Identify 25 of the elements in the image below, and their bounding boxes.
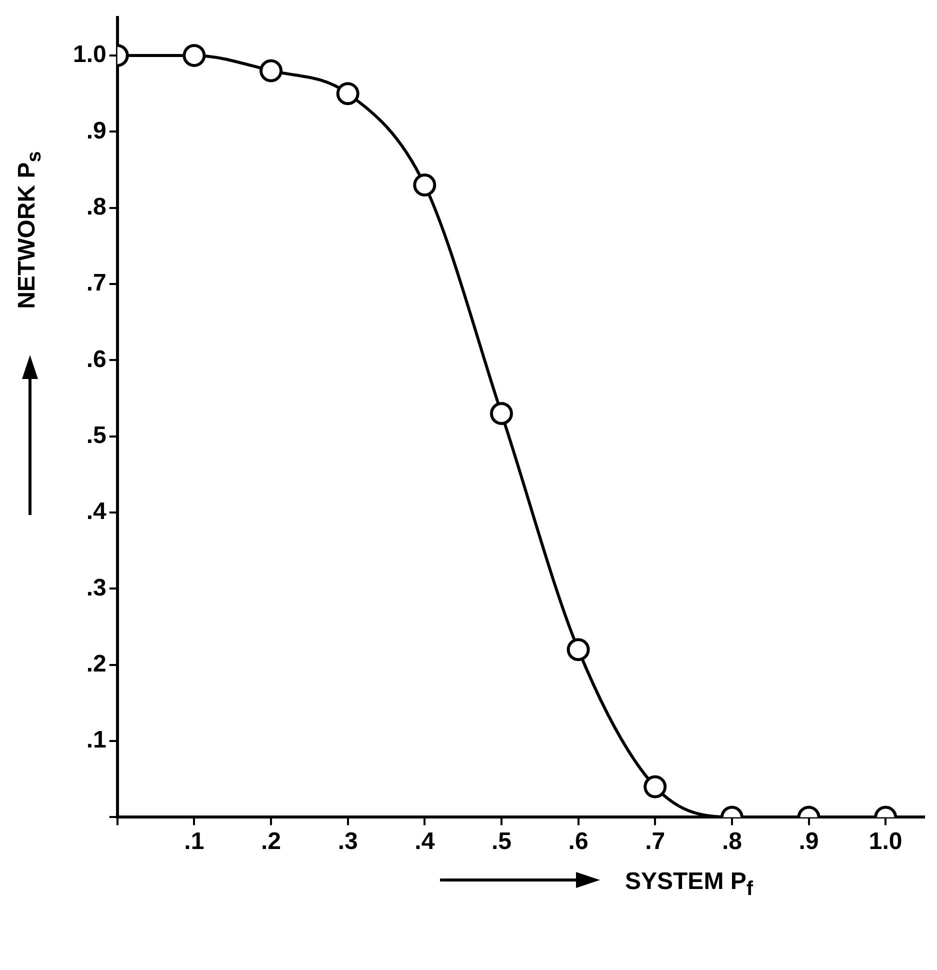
y-tick-label: 1.0 <box>72 41 106 68</box>
x-tick-label: 1.0 <box>868 828 902 856</box>
x-tick-label: .2 <box>261 828 282 856</box>
x-tick-label: .6 <box>568 828 588 856</box>
x-axis-title: SYSTEM P$_{f}$ <box>625 868 754 901</box>
y-tick-label: .2 <box>86 650 106 678</box>
point <box>336 82 360 106</box>
y-tick-label: .4 <box>86 498 108 526</box>
y-tick-label: .9 <box>86 117 106 144</box>
y-tick-label: .6 <box>86 346 106 373</box>
y-tick-label: .1 <box>86 726 106 754</box>
x-tick-label: .5 <box>491 828 512 856</box>
point <box>260 59 283 82</box>
point <box>413 173 436 196</box>
x-tick-label: .8 <box>722 828 742 856</box>
x-tick-label: .1 <box>184 828 204 856</box>
x-tick-label: .3 <box>338 828 358 856</box>
x-tick-label: .4 <box>414 828 436 856</box>
y-tick-label: .3 <box>86 574 106 602</box>
x-tick-label: .9 <box>798 828 819 856</box>
y-tick-label: .8 <box>86 193 106 220</box>
y-tick-label: .7 <box>86 270 106 297</box>
point <box>182 44 206 67</box>
x-tick-label: .7 <box>645 828 666 856</box>
y-tick-label: .5 <box>86 422 106 449</box>
